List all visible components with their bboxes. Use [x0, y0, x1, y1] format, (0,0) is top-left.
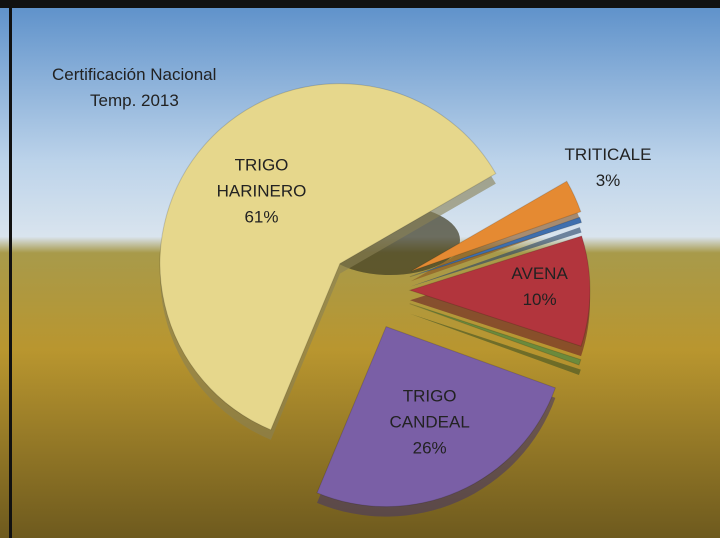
slice-label: TRIGO HARINERO	[217, 156, 307, 201]
slice-label: TRITICALE	[565, 145, 652, 164]
border-top	[0, 0, 720, 8]
slice	[316, 325, 557, 508]
slice	[409, 303, 582, 366]
slice-label: AVENA	[511, 264, 568, 283]
pie: TRITICALE 3% AVENA 10% TRIGO CANDEAL 26% TRIGO H…	[159, 83, 652, 517]
slice-value-label: 10%	[523, 290, 557, 309]
slice	[410, 180, 582, 272]
border-left	[9, 0, 12, 538]
slice	[159, 83, 497, 431]
slice	[408, 235, 591, 347]
slice	[409, 216, 583, 278]
slice-label: TRIGO CANDEAL	[389, 386, 469, 431]
slice-value-label: 26%	[413, 438, 447, 457]
slice-depth	[409, 227, 582, 287]
chart-title: Temp. 2013	[90, 91, 179, 110]
slice-value-label: 3%	[596, 171, 621, 190]
chart-title: Certificación Nacional	[52, 65, 216, 84]
slice-value-label: 61%	[244, 208, 278, 227]
slice-depth	[409, 313, 581, 375]
